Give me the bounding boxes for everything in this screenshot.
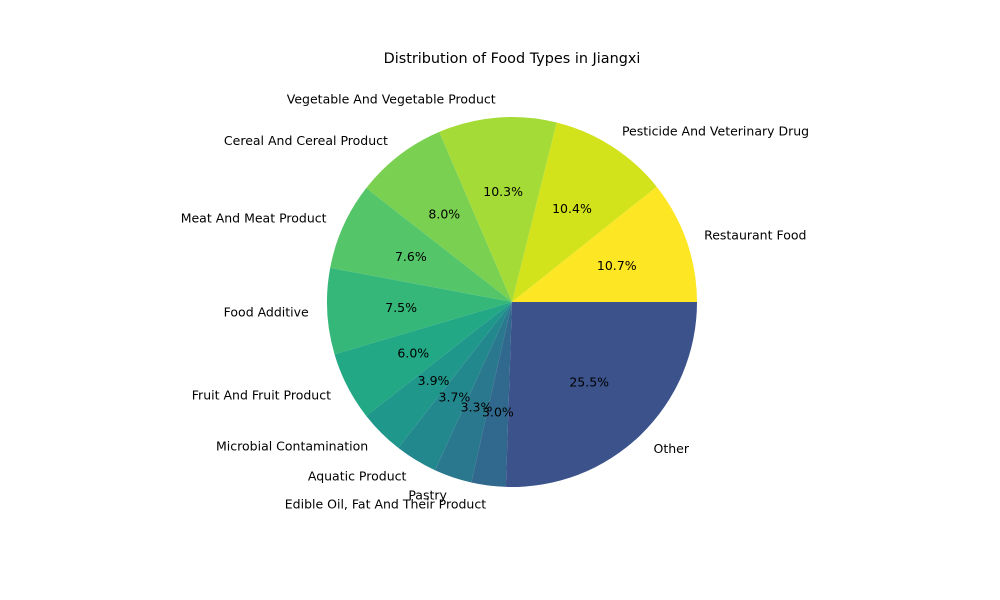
- pct-label-pesticide-and-veterinary-drug: 10.4%: [552, 201, 592, 216]
- pie-slice-cereal-and-cereal-product: [366, 131, 512, 302]
- pie-slice-vegetable-and-vegetable-product: [439, 117, 557, 302]
- pct-label-aquatic-product: 3.7%: [439, 389, 471, 404]
- pct-label-vegetable-and-vegetable-product: 10.3%: [483, 184, 523, 199]
- pie-slice-microbial-contamination: [366, 302, 512, 448]
- pct-label-cereal-and-cereal-product: 8.0%: [428, 207, 460, 222]
- pie-slice-edible-oil-fat-and-their-product: [471, 302, 512, 487]
- chart-title: Distribution of Food Types in Jiangxi: [384, 51, 641, 67]
- pie-slice-pastry: [435, 302, 512, 483]
- pct-label-pastry: 3.3%: [461, 400, 493, 415]
- slice-label-edible-oil-fat-and-their-product: Edible Oil, Fat And Their Product: [285, 496, 486, 511]
- slice-label-food-additive: Food Additive: [224, 305, 309, 320]
- pct-label-restaurant-food: 10.7%: [597, 258, 637, 273]
- slice-label-meat-and-meat-product: Meat And Meat Product: [181, 211, 327, 226]
- pct-label-edible-oil-fat-and-their-product: 3.0%: [482, 405, 514, 420]
- slice-label-pastry: Pastry: [408, 487, 447, 502]
- pct-label-meat-and-meat-product: 7.6%: [395, 249, 427, 264]
- pct-label-food-additive: 7.5%: [385, 300, 417, 315]
- slice-label-vegetable-and-vegetable-product: Vegetable And Vegetable Product: [287, 92, 496, 107]
- pie-slice-restaurant-food: [512, 186, 697, 302]
- slice-label-fruit-and-fruit-product: Fruit And Fruit Product: [192, 388, 331, 403]
- pct-label-fruit-and-fruit-product: 6.0%: [397, 345, 429, 360]
- pie-slice-meat-and-meat-product: [330, 188, 512, 302]
- slice-label-pesticide-and-veterinary-drug: Pesticide And Veterinary Drug: [622, 123, 809, 138]
- pie-slices: [327, 117, 697, 488]
- slice-label-restaurant-food: Restaurant Food: [704, 227, 806, 242]
- pie-slice-pesticide-and-veterinary-drug: [512, 122, 657, 302]
- slice-label-cereal-and-cereal-product: Cereal And Cereal Product: [224, 133, 388, 148]
- slice-label-other: Other: [654, 441, 690, 456]
- pie-slice-other: [505, 302, 697, 488]
- slice-label-aquatic-product: Aquatic Product: [308, 468, 407, 483]
- slice-label-microbial-contamination: Microbial Contamination: [216, 439, 368, 454]
- pie-slice-fruit-and-fruit-product: [334, 302, 512, 416]
- pie-slice-food-additive: [327, 267, 512, 355]
- pie-labels: Restaurant Food 10.7% Pesticide And Veteri…: [181, 92, 809, 512]
- pct-label-microbial-contamination: 3.9%: [418, 373, 450, 388]
- pie-slice-aquatic-product: [398, 302, 512, 471]
- pct-label-other: 25.5%: [569, 374, 609, 389]
